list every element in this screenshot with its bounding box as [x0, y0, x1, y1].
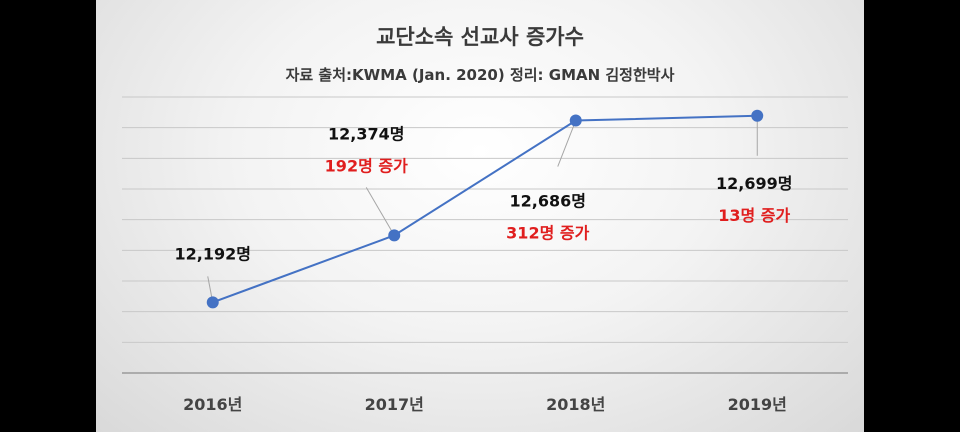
data-point: [751, 109, 764, 122]
value-label: 12,686명: [510, 192, 586, 211]
gridlines: [122, 96, 848, 374]
increase-label: 192명 증가: [325, 156, 408, 175]
x-tick-label: 2019년: [728, 395, 787, 414]
chart-background: [96, 0, 864, 432]
leader-line: [557, 120, 577, 167]
series-line-group: [212, 114, 758, 304]
data-point: [206, 296, 219, 309]
series-line: [212, 114, 758, 304]
x-tick-label: 2018년: [546, 395, 605, 414]
label-leader-lines: [207, 115, 758, 303]
data-point: [569, 114, 582, 127]
markers: [206, 109, 764, 309]
value-label: 12,699명: [716, 174, 792, 193]
value-label: 12,374명: [328, 124, 404, 143]
data-point: [388, 229, 401, 242]
increase-label: 312명 증가: [506, 224, 589, 243]
data-labels: 12,192명 12,374명 192명 증가 12,686명 312명 증가 12,69…: [175, 124, 793, 263]
x-axis: 2016년 2017년 2018년 2019년: [122, 372, 848, 414]
x-tick-label: 2017년: [365, 395, 424, 414]
leader-line: [365, 187, 395, 236]
chart-title: 교단소속 선교사 증가수: [376, 25, 584, 49]
value-label: 12,192명: [175, 244, 251, 263]
chart-subtitle: 자료 출처:KWMA (Jan. 2020) 정리: GMAN 김정한박사: [286, 66, 675, 84]
increase-label: 13명 증가: [718, 206, 790, 225]
x-tick-label: 2016년: [183, 395, 242, 414]
